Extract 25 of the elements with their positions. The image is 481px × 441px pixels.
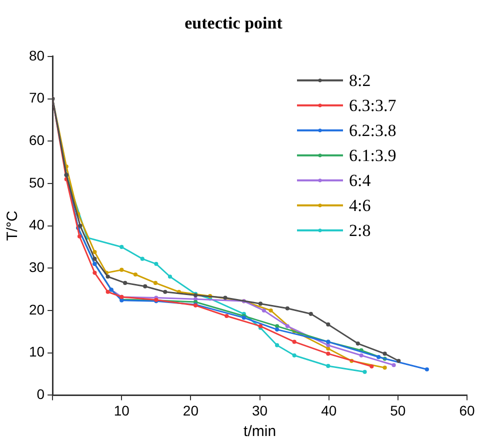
x-tick-label: 40	[321, 402, 337, 418]
x-tick-label: 60	[459, 402, 475, 418]
chart-title: eutectic point	[184, 14, 283, 33]
y-tick-label: 10	[28, 344, 45, 360]
y-tick-label: 50	[28, 174, 45, 190]
y-tick-label: 0	[36, 386, 45, 402]
legend-label: 6.3:3.7	[349, 96, 397, 115]
y-tick-label: 20	[28, 301, 45, 318]
y-tick-label: 60	[28, 132, 45, 148]
y-tick-label: 80	[28, 47, 45, 64]
x-tick-label: 50	[390, 402, 406, 418]
legend-label: 6:4	[349, 170, 372, 190]
y-tick-label: 70	[28, 90, 45, 106]
y-tick-label: 30	[28, 259, 45, 276]
y-axis-title: T/°C	[4, 210, 22, 241]
legend-label: 4:6	[349, 196, 371, 215]
legend-label: 6.2:3.8	[349, 120, 396, 140]
legend-label: 2:8	[349, 220, 371, 240]
x-tick-label: 10	[114, 402, 130, 418]
x-axis-title: t/min	[244, 423, 276, 440]
legend-label: 8:2	[349, 70, 371, 90]
y-tick-label: 40	[28, 216, 45, 233]
x-tick-label: 20	[182, 402, 199, 418]
x-tick-label: 30	[252, 402, 268, 418]
legend-label: 6.1:3.9	[349, 146, 396, 165]
